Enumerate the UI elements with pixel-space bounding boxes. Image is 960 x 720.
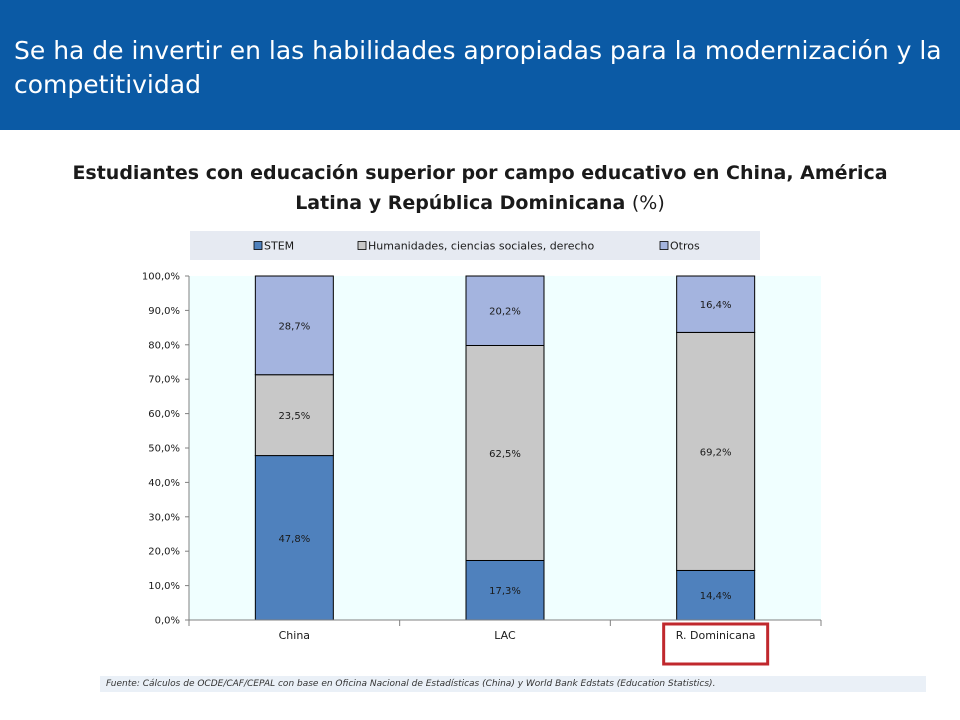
bar-segment — [676, 331, 756, 571]
legend-swatch — [357, 241, 367, 250]
data-label: 23,5% — [278, 411, 310, 422]
legend-label: STEM — [264, 240, 294, 253]
slide-title: Se ha de invertir en las habilidades apr… — [14, 36, 942, 99]
bar-segment — [676, 275, 756, 333]
y-tick-label: 40,0% — [148, 478, 180, 489]
y-tick-label: 80,0% — [148, 340, 180, 351]
legend-label: Otros — [670, 240, 700, 253]
y-tick-label: 30,0% — [148, 512, 180, 523]
data-label: 47,8% — [278, 534, 310, 545]
y-tick-label: 10,0% — [148, 581, 180, 592]
y-tick-label: 100,0% — [142, 272, 180, 283]
y-tick-label: 20,0% — [148, 547, 180, 558]
y-tick-label: 50,0% — [148, 444, 180, 455]
bar-segment — [465, 275, 545, 346]
data-label: 28,7% — [278, 321, 310, 332]
bar-segment — [676, 569, 756, 621]
data-label: 20,2% — [489, 307, 521, 318]
legend-swatch — [659, 241, 669, 250]
data-label: 14,4% — [700, 591, 732, 602]
x-tick-label: LAC — [494, 629, 516, 642]
chart-title: Estudiantes con educación superior por c… — [40, 158, 920, 218]
data-label: 16,4% — [700, 300, 732, 311]
chart-title-text: Estudiantes con educación superior por c… — [72, 162, 888, 214]
header-banner: Se ha de invertir en las habilidades apr… — [0, 0, 960, 130]
y-tick-label: 60,0% — [148, 409, 180, 420]
highlight-box — [662, 622, 770, 666]
x-tick-label: China — [279, 629, 310, 642]
chart-title-unit: (%) — [631, 192, 665, 214]
y-tick-label: 0,0% — [155, 616, 180, 627]
data-label: 69,2% — [700, 447, 732, 458]
data-label: 62,5% — [489, 449, 521, 460]
x-tick-label: R. Dominicana — [676, 629, 756, 642]
legend-swatch — [253, 241, 263, 250]
data-label: 17,3% — [489, 586, 521, 597]
bar-segment — [465, 344, 545, 561]
y-tick-label: 70,0% — [148, 375, 180, 386]
source-note: Fuente: Cálculos de OCDE/CAF/CEPAL con b… — [100, 676, 926, 692]
legend-label: Humanidades, ciencias sociales, derecho — [368, 240, 595, 253]
y-tick-label: 90,0% — [148, 306, 180, 317]
bar-segment — [465, 559, 545, 621]
bar-segment — [254, 275, 334, 376]
bar-segment — [254, 374, 334, 457]
bar-segment — [254, 455, 334, 621]
